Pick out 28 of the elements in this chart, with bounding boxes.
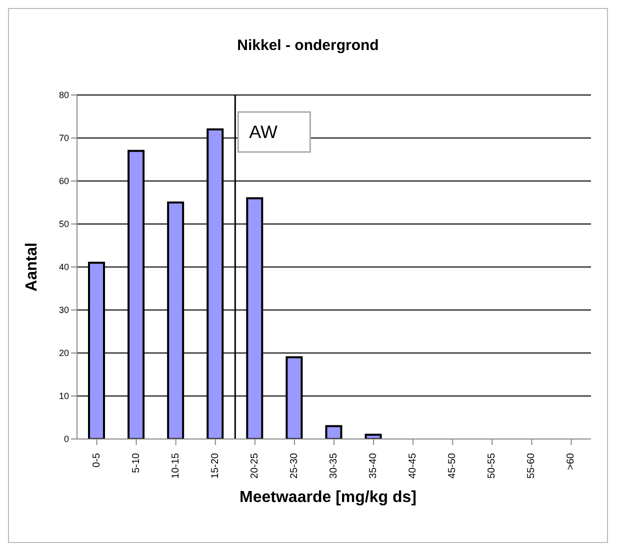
x-tick-label: 25-30 [288, 452, 300, 479]
x-tick-label: 55-60 [526, 452, 538, 479]
x-tick-label: >60 [566, 452, 577, 470]
bar [325, 425, 342, 439]
chart-title: Nikkel - ondergrond [236, 37, 380, 56]
x-tick-label: 40-45 [408, 452, 419, 479]
x-tick-label: 0-5 [91, 452, 102, 468]
y-tick-label: 10 [58, 391, 69, 402]
y-tick-label: 20 [58, 348, 69, 358]
x-axis-title: Meetwaarde [mg/kg ds] [238, 489, 418, 507]
x-tick-label: 20-25 [249, 452, 260, 479]
x-tick-label: 10-15 [170, 452, 182, 479]
x-tick-label: 5-10 [130, 452, 142, 474]
x-tick-label: 35-40 [368, 452, 380, 479]
ref-line-label: AW [249, 122, 278, 142]
y-axis-title: Aantal [24, 242, 41, 292]
x-tick-label: 50-55 [486, 452, 498, 479]
x-tick-label: 45-50 [447, 452, 458, 479]
y-tick-label: 70 [58, 133, 69, 144]
y-tick-label: 40 [58, 262, 69, 272]
y-tick-label: 30 [58, 305, 69, 316]
y-tick-label: 0 [64, 434, 69, 444]
y-tick-label: 60 [58, 176, 69, 186]
y-tick-label: 80 [58, 90, 69, 100]
x-tick-label: 15-20 [210, 452, 221, 479]
x-tick-label: 30-35 [328, 452, 340, 479]
y-tick-label: 50 [58, 219, 69, 230]
bar [364, 434, 382, 439]
